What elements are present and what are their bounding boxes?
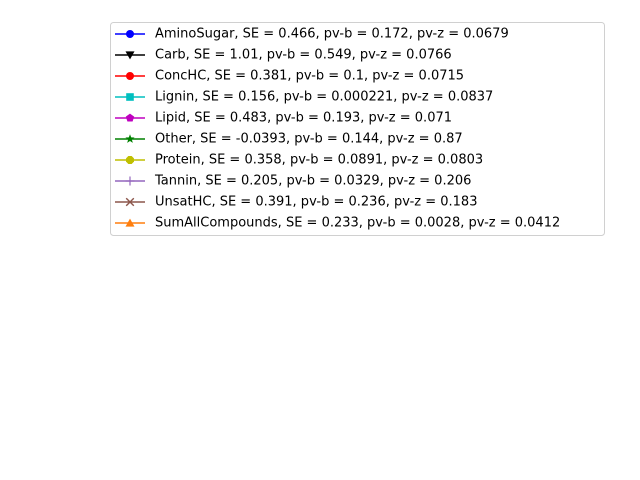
legend-marker	[125, 197, 135, 207]
legend-entry: Tannin, SE = 0.205, pv-b = 0.0329, pv-z …	[115, 174, 471, 189]
legend-entry: AminoSugar, SE = 0.466, pv-b = 0.172, pv…	[115, 27, 509, 42]
legend-entry: Protein, SE = 0.358, pv-b = 0.0891, pv-z…	[115, 153, 483, 168]
legend-marker	[126, 72, 134, 80]
legend-label: Protein, SE = 0.358, pv-b = 0.0891, pv-z…	[155, 153, 483, 168]
legend-entry: ConcHC, SE = 0.381, pv-b = 0.1, pv-z = 0…	[115, 69, 464, 84]
legend-marker	[125, 218, 135, 227]
legend-marker	[126, 93, 134, 101]
legend-entry: SumAllCompounds, SE = 0.233, pv-b = 0.00…	[115, 216, 560, 231]
legend-marker	[126, 156, 134, 164]
legend-entry: UnsatHC, SE = 0.391, pv-b = 0.236, pv-z …	[115, 195, 477, 210]
legend-marker	[125, 134, 135, 143]
legend-label: UnsatHC, SE = 0.391, pv-b = 0.236, pv-z …	[155, 195, 477, 210]
legend-entries: AminoSugar, SE = 0.466, pv-b = 0.172, pv…	[115, 27, 560, 231]
legend-label: Lipid, SE = 0.483, pv-b = 0.193, pv-z = …	[155, 111, 452, 126]
legend-entry: Lipid, SE = 0.483, pv-b = 0.193, pv-z = …	[115, 111, 452, 126]
legend: AminoSugar, SE = 0.466, pv-b = 0.172, pv…	[110, 22, 605, 236]
legend-label: Lignin, SE = 0.156, pv-b = 0.000221, pv-…	[155, 90, 493, 105]
legend-marker	[125, 113, 135, 122]
legend-entry: Carb, SE = 1.01, pv-b = 0.549, pv-z = 0.…	[115, 48, 452, 63]
legend-frame	[110, 22, 605, 236]
legend-marker	[125, 51, 135, 60]
legend-label: ConcHC, SE = 0.381, pv-b = 0.1, pv-z = 0…	[155, 69, 464, 84]
legend-label: AminoSugar, SE = 0.466, pv-b = 0.172, pv…	[155, 27, 509, 42]
legend-marker	[126, 30, 134, 38]
legend-label: Tannin, SE = 0.205, pv-b = 0.0329, pv-z …	[154, 174, 471, 189]
legend-label: SumAllCompounds, SE = 0.233, pv-b = 0.00…	[155, 216, 560, 231]
legend-label: Carb, SE = 1.01, pv-b = 0.549, pv-z = 0.…	[155, 48, 452, 63]
legend-label: Other, SE = -0.0393, pv-b = 0.144, pv-z …	[155, 132, 463, 147]
legend-entry: Lignin, SE = 0.156, pv-b = 0.000221, pv-…	[115, 90, 493, 105]
legend-entry: Other, SE = -0.0393, pv-b = 0.144, pv-z …	[115, 132, 463, 147]
legend-marker	[125, 176, 135, 186]
